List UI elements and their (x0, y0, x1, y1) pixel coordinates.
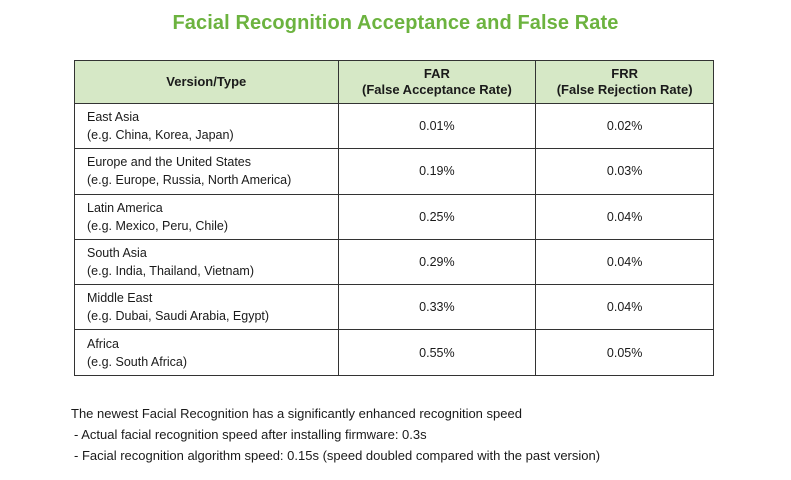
far-value: 0.01% (337, 102, 537, 150)
far-value: 0.55% (337, 329, 537, 376)
region-cell: Middle East (e.g. Dubai, Saudi Arabia, E… (74, 284, 339, 331)
region-name: South Asia (87, 246, 147, 261)
notes-intro: The newest Facial Recognition has a sign… (71, 406, 522, 421)
region-name: Europe and the United States (87, 155, 252, 170)
region-name: East Asia (87, 110, 140, 125)
frr-value: 0.03% (535, 148, 714, 195)
frr-value: 0.05% (535, 329, 714, 376)
far-value: 0.29% (337, 238, 537, 286)
far-value: 0.19% (337, 148, 537, 195)
frr-value: 0.04% (535, 238, 714, 286)
notes-bullet-firmware-speed: - Actual facial recognition speed after … (74, 427, 427, 442)
page-title: Facial Recognition Acceptance and False … (172, 12, 619, 34)
table-row: East Asia (e.g. China, Korea, Japan) 0.0… (74, 102, 714, 150)
far-value: 0.33% (337, 284, 537, 331)
header-far-full: (False Acceptance Rate) (361, 82, 512, 97)
region-examples: (e.g. Dubai, Saudi Arabia, Egypt) (87, 309, 270, 324)
region-examples: (e.g. Europe, Russia, North America) (87, 173, 292, 188)
region-examples: (e.g. Mexico, Peru, Chile) (87, 218, 229, 233)
header-version-type: Version/Type (74, 60, 339, 104)
notes-bullet-algorithm-speed: - Facial recognition algorithm speed: 0.… (74, 448, 601, 463)
far-value: 0.25% (337, 193, 537, 240)
frr-value: 0.04% (535, 284, 714, 331)
table-row: Middle East (e.g. Dubai, Saudi Arabia, E… (74, 284, 714, 331)
header-far: FAR (False Acceptance Rate) (337, 60, 537, 104)
region-cell: East Asia (e.g. China, Korea, Japan) (74, 102, 339, 150)
header-frr-abbrev: FRR (611, 66, 638, 81)
frr-value: 0.04% (535, 193, 714, 240)
table-header-row: Version/Type FAR (False Acceptance Rate)… (74, 60, 714, 104)
region-cell: Europe and the United States (e.g. Europ… (74, 148, 339, 195)
table-row: Europe and the United States (e.g. Europ… (74, 148, 714, 195)
table-row: Africa (e.g. South Africa) 0.55% 0.05% (74, 329, 714, 376)
region-examples: (e.g. China, Korea, Japan) (87, 128, 234, 143)
table-row: South Asia (e.g. India, Thailand, Vietna… (74, 238, 714, 286)
header-frr-full: (False Rejection Rate) (556, 82, 693, 97)
notes-section: The newest Facial Recognition has a sign… (71, 403, 600, 466)
region-name: Middle East (87, 291, 153, 306)
region-examples: (e.g. India, Thailand, Vietnam) (87, 264, 254, 279)
region-name: Latin America (87, 200, 163, 215)
region-examples: (e.g. South Africa) (87, 354, 188, 369)
rates-table: Version/Type FAR (False Acceptance Rate)… (74, 60, 714, 376)
header-far-abbrev: FAR (423, 66, 450, 81)
table-row: Latin America (e.g. Mexico, Peru, Chile)… (74, 193, 714, 240)
header-frr: FRR (False Rejection Rate) (535, 60, 714, 104)
region-cell: Africa (e.g. South Africa) (74, 329, 339, 376)
frr-value: 0.02% (535, 102, 714, 150)
region-name: Africa (87, 336, 119, 351)
region-cell: Latin America (e.g. Mexico, Peru, Chile) (74, 193, 339, 240)
header-version-label: Version/Type (166, 74, 247, 89)
region-cell: South Asia (e.g. India, Thailand, Vietna… (74, 238, 339, 286)
